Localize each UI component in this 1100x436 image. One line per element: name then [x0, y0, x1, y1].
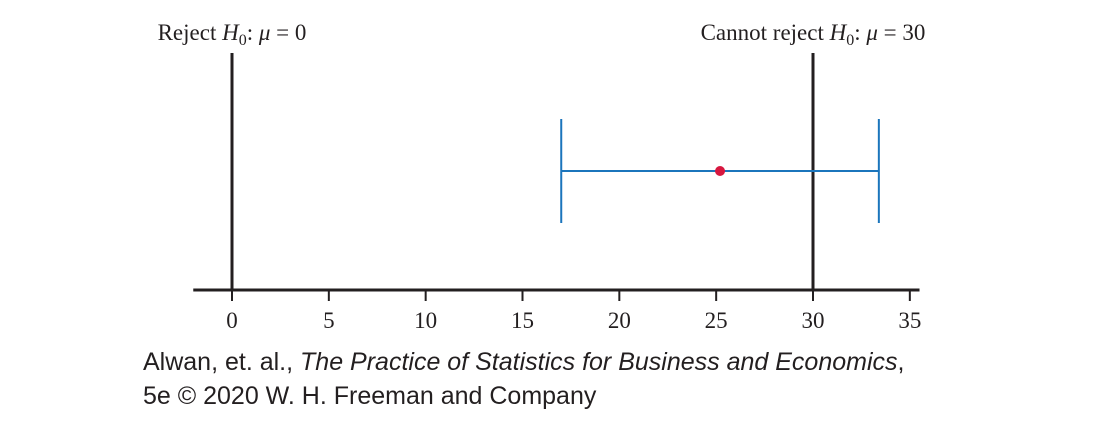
reference-label-part: :	[247, 20, 259, 45]
reference-label-part: 0	[239, 32, 247, 49]
confidence-interval	[560, 119, 880, 223]
reference-label-part: = 0	[270, 20, 306, 45]
x-axis: 0 5 10 15 20 25 30 35	[193, 288, 921, 333]
reference-label-part: μ	[258, 20, 271, 45]
reference-line-label: Cannot reject H0: μ = 30	[701, 20, 926, 49]
credit-line-1: Alwan, et. al., The Practice of Statisti…	[143, 347, 904, 377]
reference-line-label: Reject H0: μ = 0	[158, 20, 307, 49]
credit-comma: ,	[897, 348, 905, 376]
reference-label-part: H	[221, 20, 240, 45]
reference-label-part: μ	[865, 20, 878, 45]
reference-label-part: H	[829, 20, 848, 45]
x-tick-label: 30	[802, 308, 825, 333]
reference-label-part: = 30	[878, 20, 925, 45]
x-tick-label: 10	[414, 308, 437, 333]
credit-line-2: 5e © 2020 W. H. Freeman and Company	[143, 382, 597, 410]
confidence-interval-chart: 0 5 10 15 20 25 30 35 Reject H0: μ = 0 Cannot re…	[158, 20, 926, 333]
reference-label-part: Reject	[158, 20, 223, 45]
credit-book-title: The Practice of Statistics for Business …	[300, 348, 898, 376]
x-tick-label: 35	[898, 308, 921, 333]
reference-label-part: Cannot reject	[701, 20, 830, 45]
credit-authors: Alwan, et. al.,	[143, 348, 301, 376]
x-tick-label: 25	[705, 308, 728, 333]
x-tick-label: 15	[511, 308, 534, 333]
reference-lines: Reject H0: μ = 0 Cannot reject H0: μ = 30	[158, 20, 926, 290]
reference-label-part: 0	[846, 32, 854, 49]
reference-label-part: :	[854, 20, 866, 45]
x-tick-label: 20	[608, 308, 631, 333]
point-estimate	[715, 166, 726, 176]
x-tick-label: 0	[226, 308, 238, 333]
x-tick-label: 5	[323, 308, 335, 333]
